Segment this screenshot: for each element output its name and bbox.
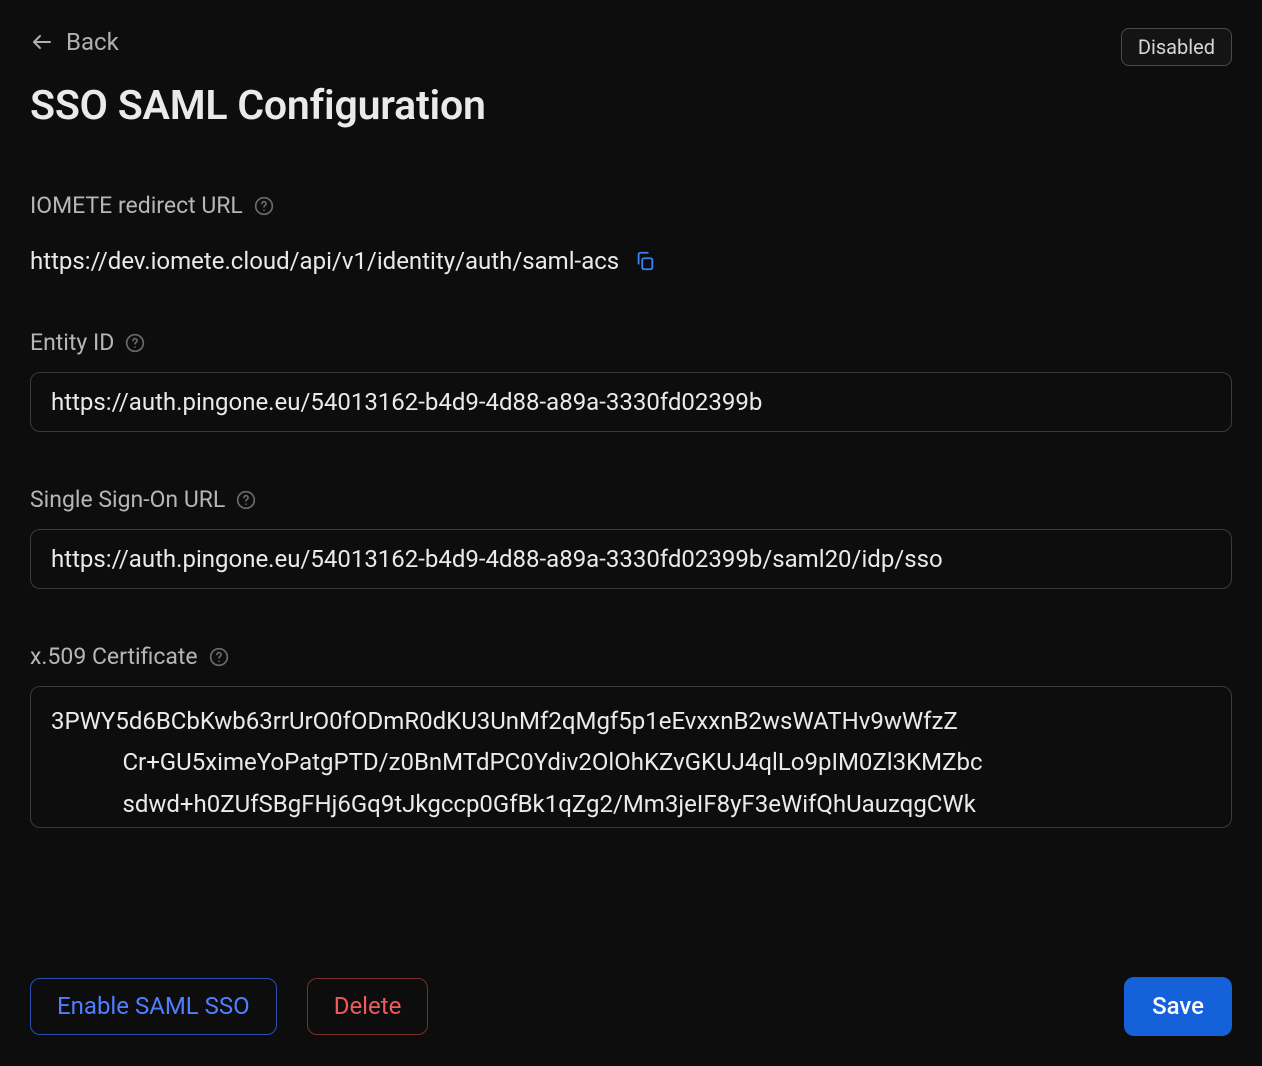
entity-id-label-text: Entity ID: [30, 329, 114, 356]
entity-id-section: Entity ID: [30, 329, 1232, 432]
redirect-url-label-text: IOMETE redirect URL: [30, 192, 243, 219]
sso-url-section: Single Sign-On URL: [30, 486, 1232, 589]
redirect-url-label: IOMETE redirect URL: [30, 192, 1232, 219]
help-icon[interactable]: [208, 646, 230, 668]
delete-button[interactable]: Delete: [307, 978, 429, 1035]
help-icon[interactable]: [253, 195, 275, 217]
sso-saml-config-page: Back Disabled SSO SAML Configuration IOM…: [0, 0, 1262, 1066]
copy-icon[interactable]: [633, 249, 657, 273]
help-icon[interactable]: [235, 489, 257, 511]
page-header: Back Disabled: [30, 28, 1232, 66]
sso-url-label-text: Single Sign-On URL: [30, 486, 225, 513]
help-icon[interactable]: [124, 332, 146, 354]
footer-left: Enable SAML SSO Delete: [30, 978, 428, 1035]
certificate-section: x.509 Certificate: [30, 643, 1232, 832]
sso-url-label: Single Sign-On URL: [30, 486, 1232, 513]
certificate-label-text: x.509 Certificate: [30, 643, 198, 670]
back-link[interactable]: Back: [30, 28, 119, 56]
enable-saml-sso-button[interactable]: Enable SAML SSO: [30, 978, 277, 1035]
certificate-label: x.509 Certificate: [30, 643, 1232, 670]
certificate-textarea[interactable]: [30, 686, 1232, 828]
entity-id-input[interactable]: [30, 372, 1232, 432]
page-title: SSO SAML Configuration: [30, 82, 1232, 130]
footer-actions: Enable SAML SSO Delete Save: [30, 977, 1232, 1036]
redirect-url-value: https://dev.iomete.cloud/api/v1/identity…: [30, 247, 619, 275]
redirect-url-row: https://dev.iomete.cloud/api/v1/identity…: [30, 247, 1232, 275]
sso-url-input[interactable]: [30, 529, 1232, 589]
arrow-left-icon: [30, 30, 54, 54]
redirect-url-section: IOMETE redirect URL https://dev.iomete.c…: [30, 192, 1232, 275]
entity-id-label: Entity ID: [30, 329, 1232, 356]
back-label: Back: [66, 28, 119, 56]
status-badge: Disabled: [1121, 28, 1232, 66]
save-button[interactable]: Save: [1124, 977, 1232, 1036]
